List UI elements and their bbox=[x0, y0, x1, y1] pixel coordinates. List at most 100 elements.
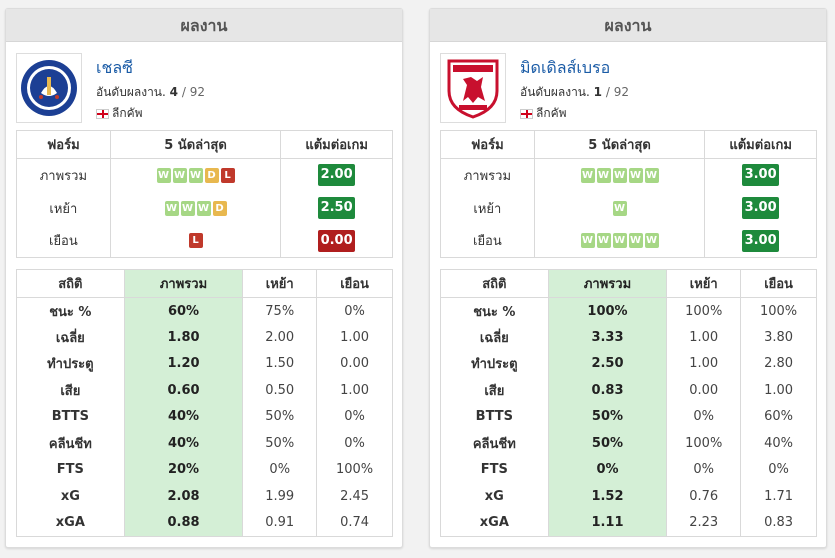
form-row-label: ภาพรวม bbox=[440, 158, 535, 192]
result-badge[interactable]: W bbox=[612, 233, 627, 249]
stats-cell: 2.00 bbox=[242, 324, 318, 351]
league-name: ลีกคัพ bbox=[112, 106, 143, 120]
form-row-label: ภาพรวม bbox=[16, 158, 111, 192]
team-logo[interactable] bbox=[440, 53, 506, 123]
stats-cell: 50% bbox=[242, 430, 318, 457]
stats-cell: 1.80 bbox=[123, 324, 244, 351]
stats-cell: 100% bbox=[740, 297, 817, 324]
stats-cell: BTTS bbox=[16, 403, 125, 430]
ppg-badge: 2.50 bbox=[318, 197, 356, 219]
stats-cell: 1.00 bbox=[666, 350, 742, 377]
result-badge[interactable]: W bbox=[580, 167, 595, 183]
stats-header: เยือน bbox=[316, 269, 393, 298]
stats-cell: BTTS bbox=[440, 403, 549, 430]
form-row-label: เยือน bbox=[16, 224, 111, 258]
result-badge[interactable]: W bbox=[164, 200, 179, 216]
rank-label: อันดับผลงาน. bbox=[96, 85, 166, 99]
result-badge[interactable]: W bbox=[612, 167, 627, 183]
stats-row: xG 2.08 1.99 2.45 bbox=[16, 483, 393, 510]
form-header-ppg: แต้มต่อเกม bbox=[280, 130, 393, 159]
form-row: เยือน L 0.00 bbox=[16, 224, 393, 258]
team-info: มิดเดิลส์เบรอ อันดับผลงาน. 1 / 92 ลีกคัพ bbox=[440, 53, 810, 127]
team-name[interactable]: มิดเดิลส์เบรอ bbox=[520, 58, 611, 77]
stats-cell: 2.45 bbox=[316, 483, 393, 510]
stats-cell: FTS bbox=[440, 456, 549, 483]
england-flag-icon bbox=[520, 108, 533, 119]
stats-cell: 0.60 bbox=[123, 377, 244, 404]
result-badge[interactable]: W bbox=[156, 167, 171, 183]
team-panel-chelsea: ผลงาน เชลซี อันดับผลงาน. 4 / 92 ลีกคัพ bbox=[5, 8, 403, 548]
stats-cell: ชนะ % bbox=[16, 297, 125, 324]
form-row: เหย้า W 3.00 bbox=[440, 191, 817, 225]
league: ลีกคัพ bbox=[96, 104, 143, 123]
stats-row: FTS 0% 0% 0% bbox=[440, 456, 817, 483]
team-panel-middlesbrough: ผลงาน มิดเดิลส์เบรอ อันดับผลงาน. 1 / 92 … bbox=[429, 8, 827, 548]
stats-cell: เสีย bbox=[16, 377, 125, 404]
league: ลีกคัพ bbox=[520, 104, 567, 123]
stats-cell: 2.23 bbox=[666, 509, 742, 537]
stats-cell: 40% bbox=[123, 430, 244, 457]
stats-cell: 2.08 bbox=[123, 483, 244, 510]
stats-row: คลีนชีท 50% 100% 40% bbox=[440, 430, 817, 457]
result-badge[interactable]: W bbox=[628, 233, 643, 249]
stats-cell: 0.76 bbox=[666, 483, 742, 510]
stats-cell: 0% bbox=[547, 456, 668, 483]
stats-cell: 100% bbox=[316, 456, 393, 483]
form-row-label: เยือน bbox=[440, 224, 535, 258]
team-rank: อันดับผลงาน. 4 / 92 bbox=[96, 83, 205, 102]
stats-cell: คลีนชีท bbox=[440, 430, 549, 457]
stats-cell: 0% bbox=[242, 456, 318, 483]
result-badge[interactable]: W bbox=[172, 167, 187, 183]
stats-cell: 2.50 bbox=[547, 350, 668, 377]
result-badge[interactable]: D bbox=[204, 167, 219, 183]
result-badge[interactable]: D bbox=[212, 200, 227, 216]
result-badge[interactable]: W bbox=[188, 167, 203, 183]
result-badge[interactable]: W bbox=[596, 167, 611, 183]
result-badge[interactable]: L bbox=[188, 233, 203, 249]
stats-cell: ทำประตู bbox=[440, 350, 549, 377]
result-badge[interactable]: W bbox=[644, 167, 659, 183]
stats-cell: 0% bbox=[316, 403, 393, 430]
stats-cell: 1.20 bbox=[123, 350, 244, 377]
stats-row: FTS 20% 0% 100% bbox=[16, 456, 393, 483]
stats-cell: 1.00 bbox=[666, 324, 742, 351]
form-header-last5: 5 นัดล่าสุด bbox=[109, 130, 282, 159]
stats-row: ชนะ % 100% 100% 100% bbox=[440, 297, 817, 324]
england-flag-icon bbox=[96, 108, 109, 119]
stats-cell: 1.71 bbox=[740, 483, 817, 510]
stats-cell: 1.52 bbox=[547, 483, 668, 510]
rank-total: / 92 bbox=[181, 85, 205, 99]
form-results: L bbox=[109, 224, 282, 258]
team-name[interactable]: เชลซี bbox=[96, 58, 133, 77]
league-name: ลีกคัพ bbox=[536, 106, 567, 120]
team-logo[interactable] bbox=[16, 53, 82, 123]
rank-value: 4 bbox=[169, 85, 179, 99]
stats-cell: 60% bbox=[123, 297, 244, 324]
rank-value: 1 bbox=[593, 85, 603, 99]
stats-row: BTTS 40% 50% 0% bbox=[16, 403, 393, 430]
stats-cell: xG bbox=[440, 483, 549, 510]
stats-header: เหย้า bbox=[242, 269, 318, 298]
result-badge[interactable]: W bbox=[644, 233, 659, 249]
stats-cell: 0% bbox=[316, 430, 393, 457]
stats-cell: xGA bbox=[16, 509, 125, 537]
result-badge[interactable]: W bbox=[180, 200, 195, 216]
stats-cell: 20% bbox=[123, 456, 244, 483]
stats-cell: 50% bbox=[547, 430, 668, 457]
result-badge[interactable]: L bbox=[220, 167, 235, 183]
stats-cell: 0% bbox=[666, 456, 742, 483]
form-results: W bbox=[533, 191, 706, 225]
result-badge[interactable]: W bbox=[596, 233, 611, 249]
result-badge[interactable]: W bbox=[628, 167, 643, 183]
result-badge[interactable]: W bbox=[580, 233, 595, 249]
stats-cell: 75% bbox=[242, 297, 318, 324]
result-badge[interactable]: W bbox=[612, 200, 627, 216]
stats-cell: 1.00 bbox=[316, 377, 393, 404]
result-badge[interactable]: W bbox=[196, 200, 211, 216]
